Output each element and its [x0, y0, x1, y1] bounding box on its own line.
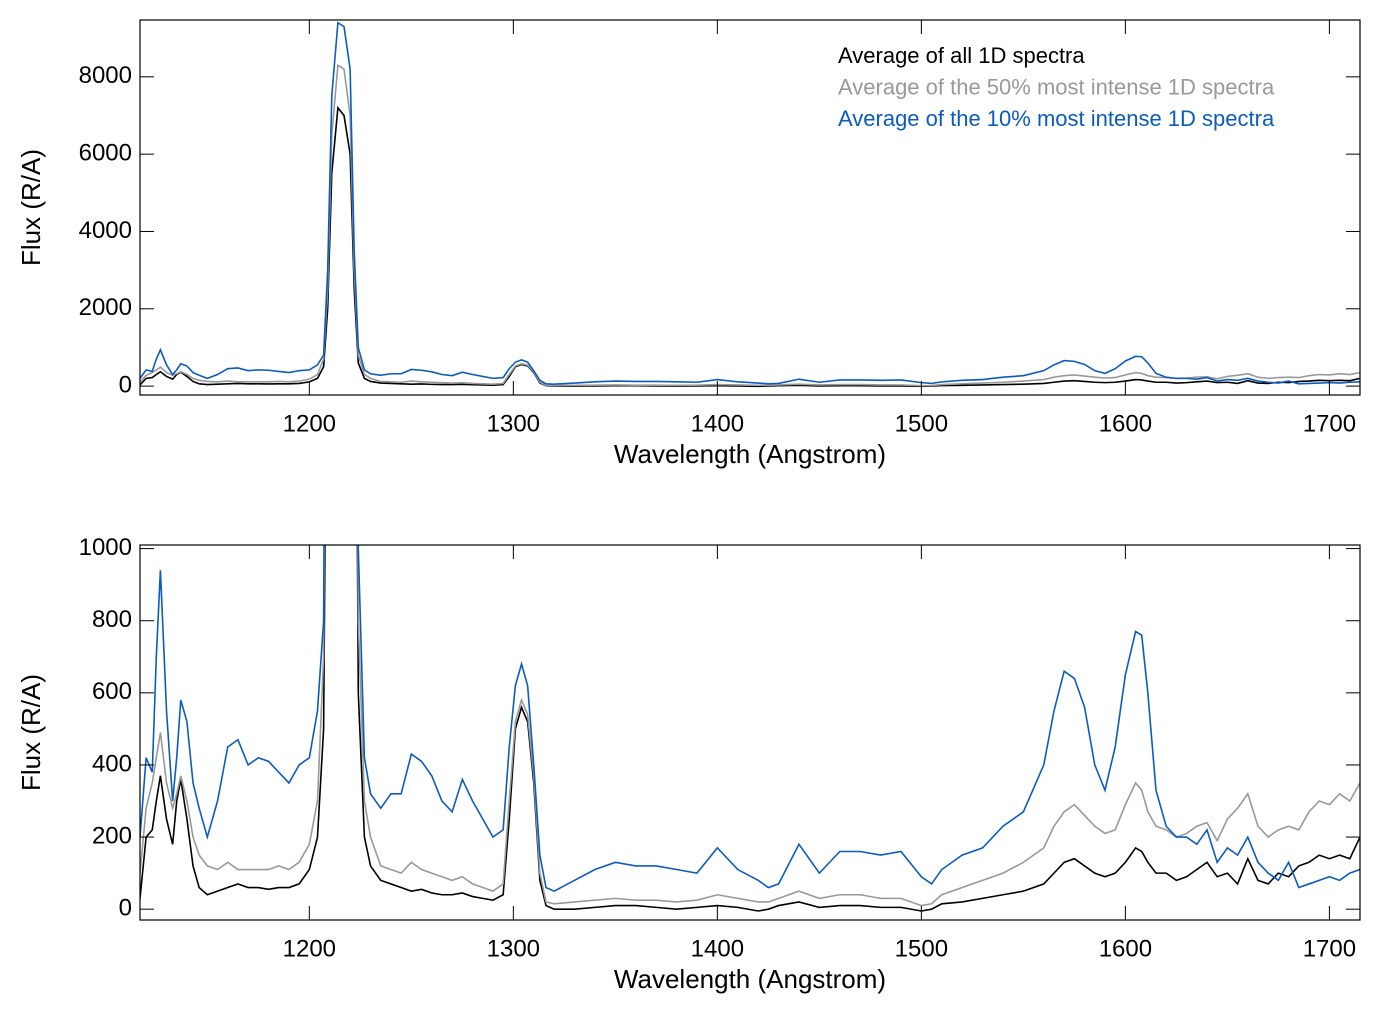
x-tick-label: 1400	[691, 410, 744, 437]
y-tick-label: 400	[92, 750, 132, 777]
x-tick-label: 1700	[1303, 410, 1356, 437]
legend-entry: Average of the 10% most intense 1D spect…	[838, 106, 1275, 131]
legend-entry: Average of all 1D spectra	[838, 43, 1085, 68]
x-tick-label: 1300	[487, 935, 540, 962]
x-tick-label: 1700	[1303, 935, 1356, 962]
x-tick-label: 1200	[283, 410, 336, 437]
x-tick-label: 1600	[1099, 935, 1152, 962]
y-tick-label: 600	[92, 678, 132, 705]
y-tick-label: 200	[92, 822, 132, 849]
plot-area	[140, 545, 1360, 912]
y-tick-label: 2000	[79, 294, 132, 321]
panel: 1200 1300 1400 1500 1600 1700 0 2000 4000 6000 800…	[16, 19, 1361, 469]
spectrum-line	[140, 545, 1360, 893]
y-tick-label: 0	[119, 371, 132, 398]
y-tick-label: 6000	[79, 139, 132, 166]
plot-frame	[139, 19, 1361, 396]
x-tick-label: 1600	[1099, 410, 1152, 437]
spectrum-line	[140, 545, 1360, 907]
y-tick-label: 8000	[79, 62, 132, 89]
y-tick-label: 800	[92, 606, 132, 633]
spectrum-line	[140, 21, 1360, 385]
plot-area	[140, 21, 1360, 388]
spectrum-line	[140, 545, 1360, 912]
x-tick-label: 1400	[691, 935, 744, 962]
panel: 1200 1300 1400 1500 1600 1700 0 200 400 600 800 100…	[16, 534, 1361, 994]
y-axis-title: Flux (R/A)	[16, 674, 46, 791]
y-axis-title: Flux (R/A)	[16, 149, 46, 266]
y-tick-label: 1000	[79, 534, 132, 561]
x-tick-label: 1300	[487, 410, 540, 437]
x-axis-title: Wavelength (Angstrom)	[614, 964, 886, 994]
y-tick-label: 0	[119, 895, 132, 922]
spectrum-line	[140, 105, 1360, 388]
y-tick-label: 4000	[79, 217, 132, 244]
legend-entry: Average of the 50% most intense 1D spect…	[838, 74, 1275, 99]
plot-frame	[139, 544, 1361, 921]
x-tick-label: 1500	[895, 410, 948, 437]
x-axis-title: Wavelength (Angstrom)	[614, 439, 886, 469]
x-tick-label: 1500	[895, 935, 948, 962]
x-tick-label: 1200	[283, 935, 336, 962]
